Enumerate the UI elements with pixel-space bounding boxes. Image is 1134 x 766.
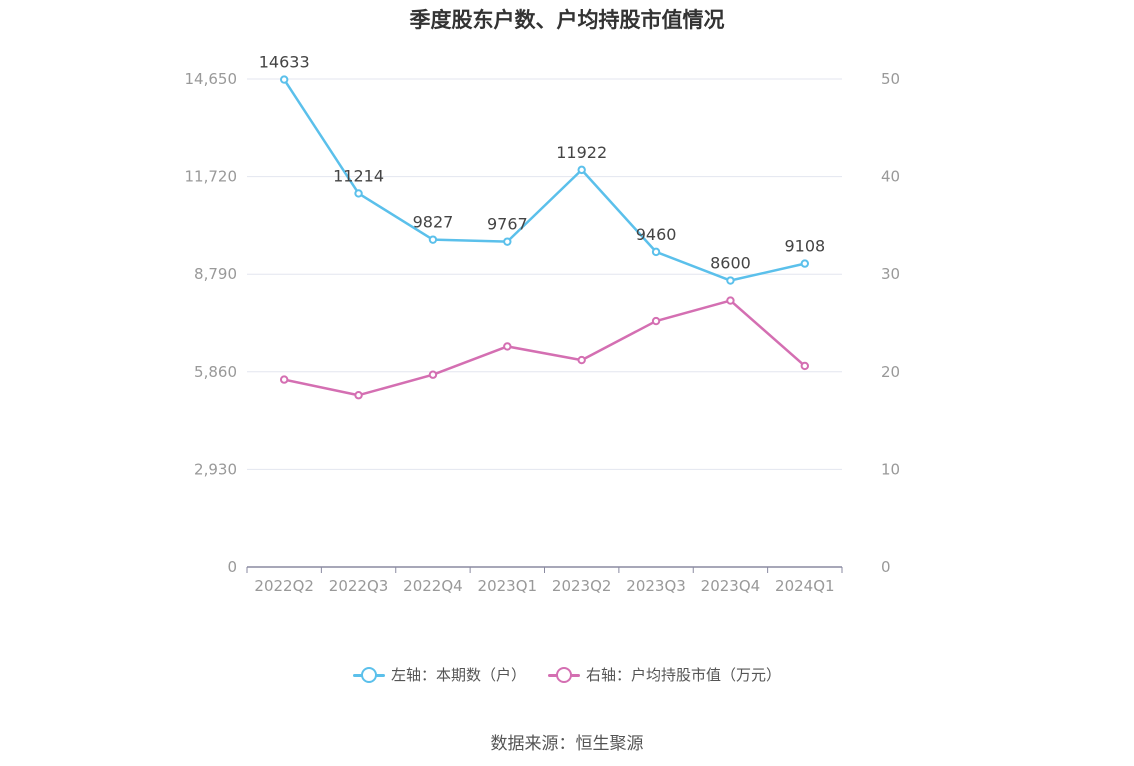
data-label: 9460 <box>636 225 677 244</box>
data-point-avg-value <box>800 361 810 371</box>
chart-title: 季度股东户数、户均持股市值情况 <box>409 8 725 32</box>
legend-item-right-axis[interactable]: 右轴：户均持股市值（万元） <box>548 664 781 685</box>
data-label: 9108 <box>784 237 825 256</box>
data-point-avg-value <box>279 375 289 384</box>
x-axis-tick-label: 2023Q4 <box>701 577 761 595</box>
legend-swatch-right-icon <box>548 666 580 684</box>
right-axis-tick-label: 30 <box>881 265 900 283</box>
right-axis-tick-label: 50 <box>881 70 900 88</box>
data-point-avg-value <box>577 355 586 365</box>
legend-item-left-axis[interactable]: 左轴：本期数（户） <box>352 664 526 685</box>
right-axis-tick-label: 20 <box>881 363 900 381</box>
data-point-holders <box>577 165 586 175</box>
right-axis-tick-label: 0 <box>881 558 891 576</box>
data-source: 数据来源：恒生聚源 <box>490 734 644 754</box>
left-axis-tick-label: 5,860 <box>194 363 237 381</box>
data-point-avg-value <box>651 316 661 326</box>
data-label: 14633 <box>259 53 310 72</box>
data-point-holders <box>651 247 661 257</box>
data-point-holders <box>354 189 363 198</box>
left-axis-tick-label: 0 <box>227 558 237 576</box>
x-axis-tick-label: 2022Q4 <box>403 577 463 595</box>
x-axis-tick-label: 2023Q3 <box>626 577 686 595</box>
data-point-avg-value <box>726 296 735 305</box>
data-point-holders <box>726 276 735 285</box>
legend-swatch-left-icon <box>352 666 385 684</box>
data-point-holders <box>503 237 512 246</box>
left-axis-tick-label: 11,720 <box>185 168 238 186</box>
chart-canvas: 0 2,930 5,860 8,790 11,720 14,650 0 10 20 30 40 50 2… <box>185 53 901 595</box>
data-label: 11214 <box>333 166 384 185</box>
data-point-avg-value <box>354 391 363 400</box>
legend-label-left: 左轴：本期数（户） <box>390 666 526 684</box>
left-axis-tick-label: 2,930 <box>194 460 237 478</box>
legend-ring-left <box>360 666 377 683</box>
legend-ring-right <box>556 666 572 683</box>
x-axis-tick-label: 2023Q2 <box>552 577 612 595</box>
data-label: 11922 <box>556 143 607 162</box>
data-label: 9767 <box>487 215 528 234</box>
right-axis-tick-label: 10 <box>881 460 900 478</box>
right-axis-tick-label: 40 <box>881 168 900 186</box>
data-point-holders <box>279 75 289 84</box>
data-point-holders <box>428 235 438 244</box>
left-axis-tick-label: 8,790 <box>194 265 237 283</box>
x-axis-tick-label: 2023Q1 <box>478 577 538 595</box>
data-label: 9827 <box>413 213 454 232</box>
legend-label-right: 右轴：户均持股市值（万元） <box>586 666 782 684</box>
left-axis-tick-label: 14,650 <box>185 70 238 88</box>
data-label: 8600 <box>710 254 751 273</box>
series-line-avg-value <box>283 299 806 397</box>
data-point-avg-value <box>428 370 438 379</box>
x-axis-tick-label: 2024Q1 <box>775 577 835 595</box>
data-point-avg-value <box>503 342 512 351</box>
data-point-holders <box>800 259 810 268</box>
x-axis-tick-label: 2022Q3 <box>329 577 389 595</box>
chart-legend: 左轴：本期数（户） 右轴：户均持股市值（万元） <box>0 664 1134 685</box>
x-axis-tick-label: 2022Q2 <box>254 577 314 595</box>
series-line-holders <box>283 78 806 282</box>
